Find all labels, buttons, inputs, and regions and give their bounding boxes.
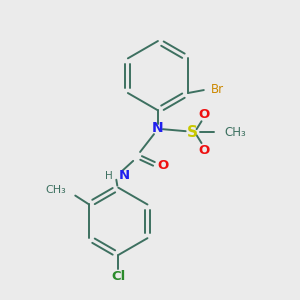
Text: Br: Br xyxy=(211,82,224,96)
Text: CH₃: CH₃ xyxy=(224,126,246,139)
Text: O: O xyxy=(157,159,169,172)
Text: N: N xyxy=(118,169,129,182)
Text: O: O xyxy=(199,143,210,157)
Text: N: N xyxy=(152,121,164,135)
Text: CH₃: CH₃ xyxy=(46,184,66,195)
Text: O: O xyxy=(199,108,210,121)
Text: H: H xyxy=(105,171,112,181)
Text: Cl: Cl xyxy=(111,270,125,283)
Text: S: S xyxy=(187,125,198,140)
